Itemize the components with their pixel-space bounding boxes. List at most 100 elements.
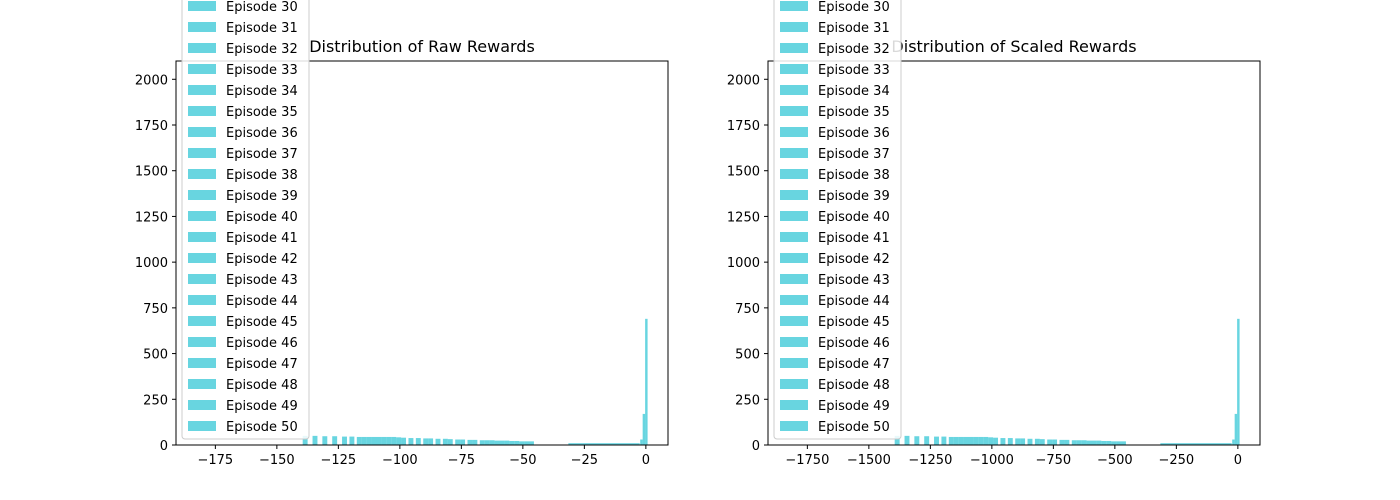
histogram-bar	[519, 441, 525, 445]
x-tick-label: −50	[509, 453, 536, 468]
histogram-bar	[1000, 438, 1006, 445]
histogram-bar	[342, 436, 347, 445]
histogram-bar	[1015, 438, 1021, 445]
legend-entry-label: Episode 48	[818, 378, 890, 393]
legend-swatch	[188, 337, 216, 347]
legend-swatch	[188, 316, 216, 326]
histogram-bar	[423, 438, 429, 445]
y-tick-label: 1000	[135, 256, 168, 271]
legend-swatch	[780, 22, 808, 32]
histogram-bar	[356, 436, 362, 445]
y-tick-label: 500	[735, 348, 760, 363]
legend-entry-label: Episode 40	[226, 210, 298, 225]
legend-swatch	[188, 421, 216, 431]
legend-swatch	[188, 106, 216, 116]
y-tick-label: 250	[735, 393, 760, 408]
x-tick-label: −750	[1036, 453, 1072, 468]
histogram-bar	[460, 439, 466, 445]
legend-entry-label: Episode 44	[226, 294, 298, 309]
legend-entry-label: Episode 35	[226, 105, 298, 120]
histogram-bar	[988, 437, 994, 445]
legend-swatch	[780, 400, 808, 410]
histogram-bar	[1121, 441, 1126, 445]
histogram-bar	[894, 435, 900, 445]
legend-entry-label: Episode 32	[818, 42, 890, 57]
legend-entry-label: Episode 31	[226, 21, 298, 36]
legend-swatch	[780, 127, 808, 137]
y-tick-label: 500	[143, 348, 168, 363]
histogram-bar	[1064, 439, 1070, 445]
legend-entry-label: Episode 30	[226, 0, 298, 15]
legend-swatch	[188, 211, 216, 221]
legend-swatch	[188, 358, 216, 368]
y-tick-label: 0	[160, 439, 168, 454]
histogram-bar	[332, 436, 338, 445]
histogram-bar	[568, 443, 640, 445]
legend-entry-label: Episode 35	[818, 105, 890, 120]
histogram-bar	[1047, 439, 1053, 445]
x-tick-label: −1000	[970, 453, 1014, 468]
y-tick-label: 1750	[135, 119, 168, 134]
axes-frame	[175, 60, 669, 446]
legend-swatch	[780, 274, 808, 284]
legend-swatch	[780, 43, 808, 53]
x-tick-label: −1750	[785, 453, 829, 468]
legend-swatch	[188, 1, 216, 11]
histogram-bar	[415, 438, 421, 445]
histogram-bar	[1059, 439, 1065, 445]
legend-entry-label: Episode 47	[226, 357, 298, 372]
histogram-bar	[1034, 438, 1040, 445]
histogram-bar	[447, 439, 453, 445]
y-tick-label: 1000	[727, 256, 760, 271]
histogram-bar	[1052, 439, 1058, 445]
legend-swatch	[780, 421, 808, 431]
legend-entry-label: Episode 50	[226, 420, 298, 435]
histogram-bar	[1027, 438, 1033, 445]
histogram-bar	[1081, 440, 1087, 445]
legend-entry-label: Episode 34	[818, 84, 890, 99]
legend-entry-label: Episode 48	[226, 378, 298, 393]
histogram-bar	[312, 435, 318, 445]
y-tick-label: 1500	[135, 165, 168, 180]
histogram-bar	[401, 437, 407, 445]
histogram-bar	[1101, 440, 1107, 445]
histogram-bar	[934, 436, 939, 445]
legend-swatch	[780, 253, 808, 263]
histogram-bar	[366, 436, 372, 445]
histogram-bar	[499, 440, 505, 445]
legend-entry-label: Episode 49	[818, 399, 890, 414]
histogram-bar	[442, 438, 448, 445]
legend-swatch	[780, 337, 808, 347]
legend-entry-label: Episode 39	[226, 189, 298, 204]
histogram-bar	[455, 439, 461, 445]
histogram-bar	[904, 435, 910, 445]
legend-entry-label: Episode 45	[226, 315, 298, 330]
legend-entry-label: Episode 32	[226, 42, 298, 57]
histogram-bar	[408, 438, 414, 445]
histogram-bar	[494, 440, 500, 445]
chart-title: Distribution of Scaled Rewards	[891, 37, 1136, 56]
histogram-bar	[1071, 440, 1077, 445]
histogram-bar	[1106, 440, 1112, 445]
histogram-bar	[396, 437, 402, 445]
legend-swatch	[188, 64, 216, 74]
x-tick-label: −500	[1097, 453, 1133, 468]
legend-swatch	[188, 127, 216, 137]
histogram-bar	[504, 440, 510, 445]
legend-entry-label: Episode 36	[818, 126, 890, 141]
subplot-raw-rewards: Distribution of Raw Rewards −175 −150 −125…	[135, 0, 669, 468]
legend-swatch	[188, 232, 216, 242]
legend-swatch	[780, 190, 808, 200]
y-tick-label: 1750	[727, 119, 760, 134]
legend-swatch	[780, 1, 808, 11]
legend-entry-label: Episode 31	[818, 21, 890, 36]
legend-entry-label: Episode 34	[226, 84, 298, 99]
histogram-bar	[529, 441, 534, 445]
histogram-bar	[1111, 441, 1117, 445]
histogram-bar	[983, 436, 989, 445]
x-tick-label: −75	[448, 453, 475, 468]
legend-entry-label: Episode 46	[818, 336, 890, 351]
x-tick-label: −1250	[908, 453, 952, 468]
legend-swatch	[780, 64, 808, 74]
